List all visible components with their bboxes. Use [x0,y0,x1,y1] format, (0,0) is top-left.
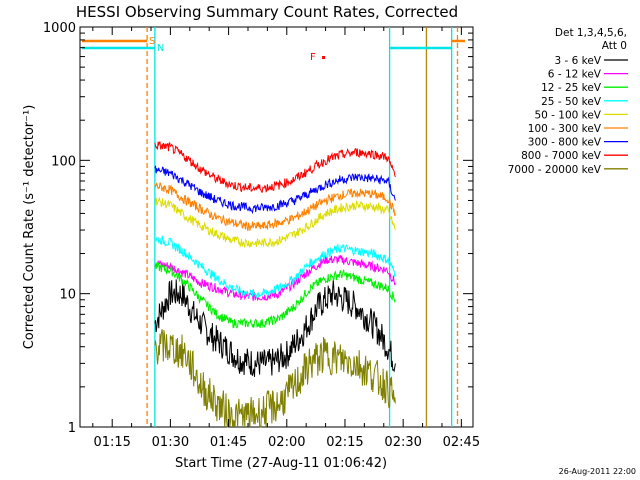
series-line [154,279,396,377]
legend-label: 12 - 25 keV [541,82,602,94]
legend-label: 50 - 100 keV [534,109,601,121]
legend-label: 7000 - 20000 keV [508,164,602,176]
series-line [154,235,396,299]
series-line [154,182,396,232]
legend-label: 100 - 300 keV [528,123,602,135]
x-tick-label: 02:30 [384,435,421,450]
y-tick-label: 1 [68,421,76,436]
flag-dot [322,56,326,59]
chart-title: HESSI Observing Summary Count Rates, Cor… [76,3,458,21]
legend-header-line-2: Att 0 [602,40,627,52]
legend-header-line-1: Det 1,3,4,5,6, [555,27,627,39]
y-axis-ticks: 1 10 100 1000 [43,21,473,436]
legend-label: 300 - 800 keV [528,137,602,149]
flag-label: N [157,43,164,54]
series-line [154,165,396,215]
x-axis-ticks: 01:15 01:30 01:45 02:00 02:15 02:30 02:45 [92,27,480,450]
legend-label: 6 - 12 keV [548,69,602,81]
series-line [154,329,396,429]
legend-label: 3 - 6 keV [554,55,601,67]
timestamp: 26-Aug-2011 22:00 [559,467,636,476]
series-line [154,196,396,249]
x-tick-label: 02:00 [268,435,305,450]
series-lines [154,141,396,429]
plot-frame [79,26,474,428]
boundary-lines [82,27,465,427]
flag-label: F [310,52,316,63]
y-axis-label: Corrected Count Rate (s⁻¹ detector⁻¹) [22,105,37,350]
x-tick-label: 02:15 [326,435,363,450]
x-tick-label: 01:15 [93,435,130,450]
y-tick-label: 1000 [43,21,76,36]
x-tick-label: 01:30 [152,435,189,450]
y-tick-label: 10 [59,288,76,303]
x-axis-label: Start Time (27-Aug-11 01:06:42) [175,456,387,471]
legend-label: 800 - 7000 keV [521,150,602,162]
legend: Det 1,3,4,5,6, Att 0 3 - 6 keV 6 - 12 keV… [508,27,628,176]
x-tick-label: 02:45 [443,435,480,450]
x-tick-label: 01:45 [210,435,247,450]
y-tick-label: 100 [51,154,76,169]
plot-area [79,26,474,428]
flag-markers: SN F [149,36,326,63]
series-line [154,261,396,329]
flag-label: S [149,36,155,47]
series-line [154,141,396,193]
legend-label: 25 - 50 keV [541,96,602,108]
